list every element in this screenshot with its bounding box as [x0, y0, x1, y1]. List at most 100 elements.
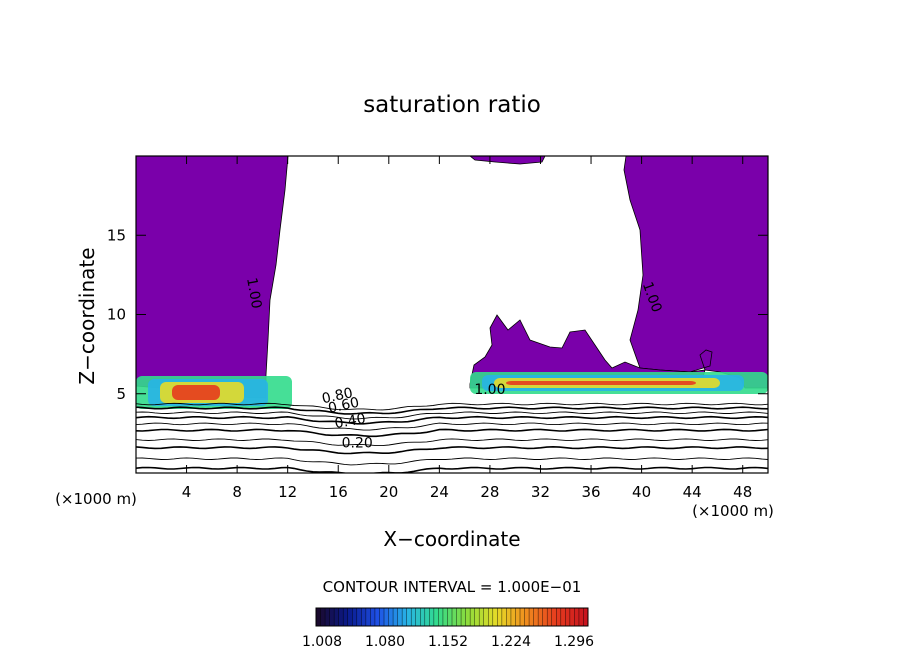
- colorbar-cell: [542, 608, 548, 626]
- contour-line: [136, 428, 768, 438]
- colorbar-cell: [483, 608, 489, 626]
- colorbar-cell: [338, 608, 344, 626]
- supersaturation-bands: [136, 372, 768, 409]
- y-ticks: 5 10 15: [107, 226, 768, 403]
- colorbar-cell: [492, 608, 498, 626]
- x-tick-label: 12: [278, 483, 297, 501]
- colorbar-cell: [574, 608, 580, 626]
- colorbar-labels: 1.008 1.080 1.152 1.224 1.296: [302, 634, 594, 650]
- x-unit-right: (×1000 m): [692, 502, 774, 520]
- x-tick-label: 4: [182, 483, 192, 501]
- colorbar-cell: [325, 608, 331, 626]
- y-tick-label: 10: [107, 306, 126, 324]
- colorbar-tick-label: 1.296: [554, 634, 594, 650]
- x-ticks: 4 8 12 16 20 24 28 32 36 40 44 48: [182, 156, 752, 501]
- colorbar-cell: [452, 608, 458, 626]
- colorbar-cell: [411, 608, 417, 626]
- colorbar-tick-label: 1.008: [302, 634, 342, 650]
- contour-label: 1.00: [243, 276, 264, 309]
- colorbar-cell: [393, 608, 399, 626]
- x-unit-left: (×1000 m): [55, 490, 137, 508]
- colorbar-cell: [365, 608, 371, 626]
- colorbar-cell: [433, 608, 439, 626]
- colorbar-cell: [352, 608, 358, 626]
- contour-line: [136, 466, 768, 473]
- band-right-layer: [506, 381, 696, 385]
- colorbar-cell: [538, 608, 544, 626]
- chart-title: saturation ratio: [363, 92, 541, 118]
- saturated-region-right: [623, 156, 768, 389]
- x-tick-label: 28: [480, 483, 499, 501]
- contour-labels: 1.00 1.001.000.800.600.400.20: [243, 276, 664, 451]
- colorbar-cell: [361, 608, 367, 626]
- colorbar-cell: [533, 608, 539, 626]
- colorbar-cell: [479, 608, 485, 626]
- x-axis-label: X−coordinate: [383, 527, 520, 551]
- colorbar-cell: [456, 608, 462, 626]
- colorbar-cell: [320, 608, 326, 626]
- colorbar: [315, 607, 589, 627]
- x-tick-label: 40: [632, 483, 651, 501]
- contour-line: [136, 422, 768, 431]
- colorbar-cell: [442, 608, 448, 626]
- x-tick-label: 8: [232, 483, 242, 501]
- contour-line: [136, 406, 768, 415]
- saturated-region-left: [136, 156, 289, 399]
- colorbar-cell: [447, 608, 453, 626]
- contour-label: 0.40: [333, 411, 366, 432]
- x-tick-label: 24: [430, 483, 449, 501]
- x-tick-label: 36: [581, 483, 600, 501]
- colorbar-cell: [356, 608, 362, 626]
- contour-line: [136, 457, 768, 466]
- colorbar-cell: [470, 608, 476, 626]
- contour-label: 0.80: [320, 385, 354, 407]
- contour-line: [136, 438, 768, 447]
- colorbar-cell: [510, 608, 516, 626]
- colorbar-cell: [529, 608, 535, 626]
- colorbar-cell: [506, 608, 512, 626]
- colorbar-cell: [316, 608, 322, 626]
- colorbar-cell: [465, 608, 471, 626]
- colorbar-cell: [565, 608, 571, 626]
- contour-label: 0.20: [342, 436, 373, 452]
- colorbar-cell: [370, 608, 376, 626]
- colorbar-cell: [424, 608, 430, 626]
- x-tick-label: 20: [379, 483, 398, 501]
- band-left-layer: [172, 385, 220, 400]
- plot-area: 1.00 1.001.000.800.600.400.20 4 8 12 16 20 24 2…: [107, 155, 769, 501]
- colorbar-cell: [551, 608, 557, 626]
- colorbar-cell: [578, 608, 584, 626]
- saturated-region-top: [469, 156, 546, 165]
- colorbar-tick-label: 1.224: [491, 634, 531, 650]
- colorbar-cell: [438, 608, 444, 626]
- y-axis-label: Z−coordinate: [75, 247, 99, 384]
- colorbar-cell: [347, 608, 353, 626]
- colorbar-cell: [397, 608, 403, 626]
- colorbar-cell: [524, 608, 530, 626]
- colorbar-cell: [379, 608, 385, 626]
- contour-label: 0.60: [327, 395, 361, 417]
- contour-line: [136, 402, 768, 411]
- colorbar-cell: [520, 608, 526, 626]
- colorbar-cell: [415, 608, 421, 626]
- colorbar-cell: [406, 608, 412, 626]
- colorbar-frame: [315, 607, 589, 627]
- colorbar-cell: [497, 608, 503, 626]
- colorbar-cell: [515, 608, 521, 626]
- colorbar-cell: [402, 608, 408, 626]
- colorbar-cell: [384, 608, 390, 626]
- y-tick-label: 15: [107, 226, 126, 244]
- contour-line: [136, 411, 768, 420]
- colorbar-cell: [343, 608, 349, 626]
- x-tick-label: 32: [531, 483, 550, 501]
- saturated-region-middle: [469, 314, 706, 389]
- x-tick-label: 44: [683, 483, 702, 501]
- colorbar-cell: [560, 608, 566, 626]
- colorbar-cell: [461, 608, 467, 626]
- colorbar-cell: [556, 608, 562, 626]
- colorbar-cell: [488, 608, 494, 626]
- colorbar-cell: [569, 608, 575, 626]
- contour-label: 1.00: [474, 382, 505, 398]
- x-tick-label: 16: [329, 483, 348, 501]
